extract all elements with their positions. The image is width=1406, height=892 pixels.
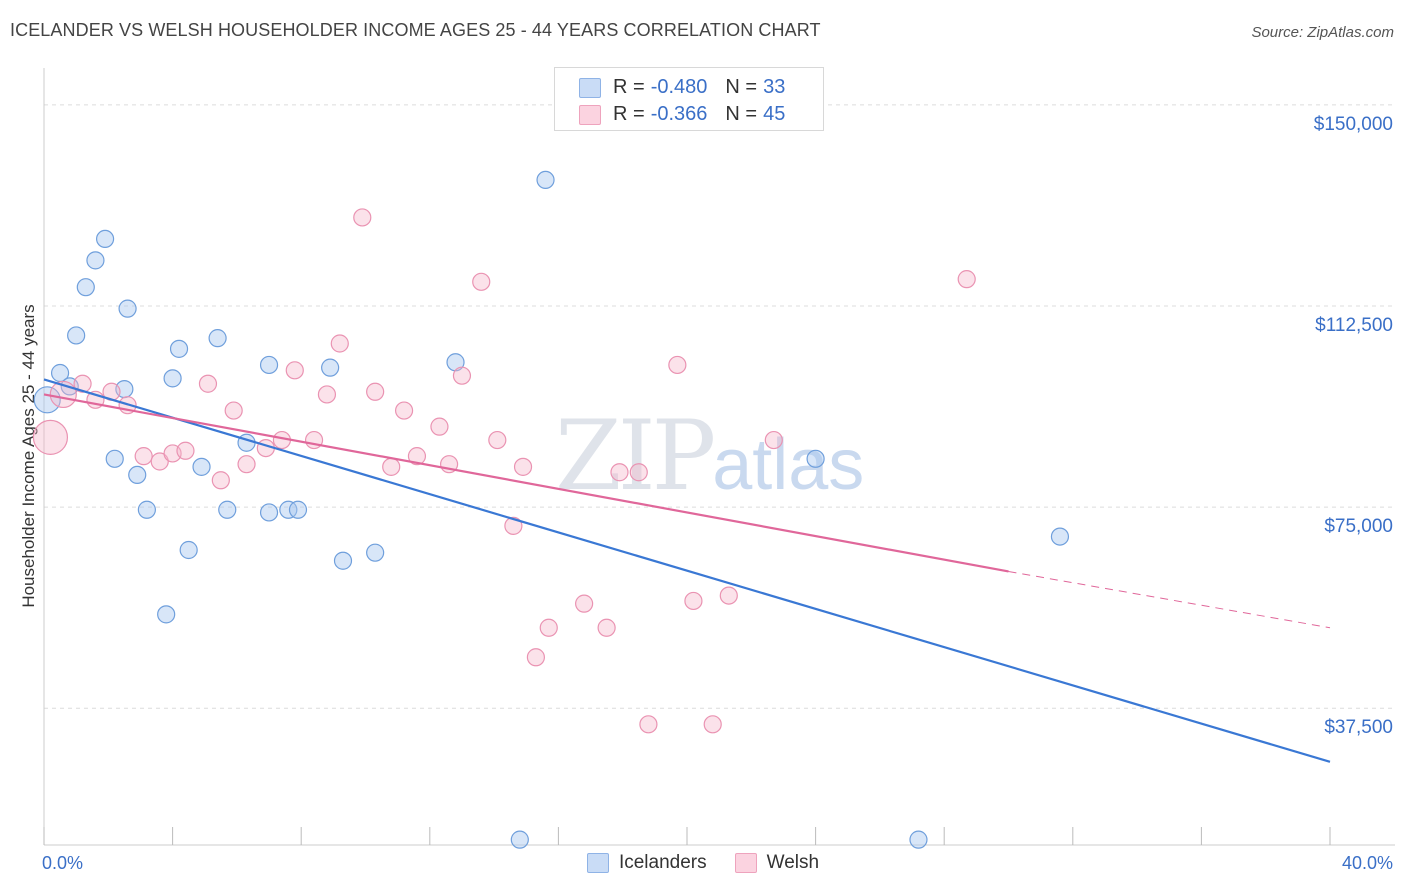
watermark-atlas: atlas bbox=[712, 425, 865, 505]
point-icelanders bbox=[510, 830, 529, 849]
point-welsh bbox=[639, 715, 658, 734]
point-welsh bbox=[394, 401, 414, 420]
point-welsh bbox=[211, 471, 230, 490]
point-welsh bbox=[382, 457, 401, 476]
chart-title: ICELANDER VS WELSH HOUSEHOLDER INCOME AG… bbox=[10, 20, 821, 40]
point-icelanders bbox=[366, 543, 385, 562]
point-welsh bbox=[703, 715, 722, 734]
legend-swatch-welsh bbox=[579, 104, 601, 125]
legend-row-icelanders: R = -0.480 N = 33 bbox=[579, 76, 785, 99]
point-welsh bbox=[575, 594, 594, 613]
x-tick-label-start: 0.0% bbox=[42, 853, 83, 873]
point-welsh bbox=[504, 516, 523, 535]
y-tick-label: $75,000 bbox=[1324, 516, 1393, 537]
bottom-legend-icelanders: Icelanders bbox=[586, 852, 707, 874]
point-icelanders bbox=[536, 170, 555, 190]
point-icelanders bbox=[86, 251, 105, 270]
point-icelanders bbox=[157, 605, 176, 624]
point-welsh bbox=[526, 648, 545, 667]
point-icelanders bbox=[128, 465, 147, 485]
point-icelanders bbox=[163, 369, 182, 388]
point-icelanders bbox=[259, 355, 279, 375]
bottom-legend-label-welsh: Welsh bbox=[766, 852, 820, 873]
point-icelanders bbox=[909, 830, 928, 849]
y-tick-label: $112,500 bbox=[1315, 315, 1393, 336]
point-icelanders bbox=[288, 500, 308, 519]
point-welsh bbox=[539, 618, 558, 637]
point-icelanders bbox=[67, 326, 86, 345]
point-welsh bbox=[285, 361, 304, 380]
legend-n-value: 45 bbox=[763, 103, 786, 125]
point-welsh bbox=[488, 430, 507, 450]
point-welsh bbox=[513, 457, 533, 476]
legend-r-label: R = bbox=[613, 76, 645, 98]
point-welsh bbox=[684, 591, 703, 611]
point-icelanders bbox=[1050, 527, 1070, 546]
point-icelanders bbox=[208, 329, 227, 348]
point-welsh bbox=[353, 208, 372, 227]
point-welsh bbox=[629, 463, 648, 482]
source-label: Source: ZipAtlas.com bbox=[1251, 24, 1394, 41]
trend-line-welsh-extrapolated bbox=[1008, 570, 1331, 629]
point-welsh bbox=[198, 374, 218, 393]
legend-n-value: 33 bbox=[763, 76, 786, 98]
trend-line-welsh bbox=[43, 393, 1009, 573]
point-icelanders bbox=[169, 339, 189, 358]
x-tick-label-end: 40.0% bbox=[1342, 853, 1393, 873]
point-icelanders bbox=[95, 229, 115, 249]
point-icelanders bbox=[321, 358, 340, 377]
bottom-legend-label-icelanders: Icelanders bbox=[618, 852, 707, 873]
point-icelanders bbox=[118, 299, 137, 318]
point-welsh bbox=[176, 441, 195, 460]
legend-r-value: -0.366 bbox=[650, 103, 708, 125]
legend-r-label: R = bbox=[613, 103, 645, 125]
point-welsh bbox=[597, 618, 616, 637]
legend-r-value: -0.480 bbox=[650, 76, 708, 98]
point-welsh bbox=[317, 385, 337, 404]
bottom-legend: Icelanders Welsh bbox=[0, 852, 1406, 874]
point-icelanders bbox=[105, 449, 124, 468]
point-welsh bbox=[134, 447, 153, 466]
point-icelanders bbox=[259, 503, 279, 522]
point-icelanders bbox=[179, 540, 198, 560]
point-welsh bbox=[330, 334, 349, 353]
point-icelanders bbox=[137, 500, 156, 519]
point-welsh bbox=[366, 382, 385, 401]
point-welsh bbox=[407, 447, 427, 466]
point-welsh bbox=[452, 366, 472, 385]
point-welsh bbox=[472, 272, 491, 291]
point-welsh bbox=[764, 430, 783, 450]
point-welsh bbox=[32, 419, 69, 455]
point-welsh bbox=[73, 374, 92, 393]
point-welsh bbox=[150, 452, 169, 471]
point-welsh bbox=[224, 401, 243, 420]
point-icelanders bbox=[76, 278, 95, 297]
point-icelanders bbox=[192, 457, 211, 476]
legend-n-label: N = bbox=[725, 103, 758, 125]
point-icelanders bbox=[279, 500, 298, 519]
legend-row-welsh: R = -0.366 N = 45 bbox=[579, 103, 785, 126]
bottom-legend-welsh: Welsh bbox=[734, 852, 820, 874]
point-welsh bbox=[719, 586, 738, 605]
point-welsh bbox=[957, 270, 976, 289]
point-welsh bbox=[668, 355, 687, 375]
y-tick-label: $150,000 bbox=[1314, 114, 1393, 135]
point-icelanders bbox=[33, 386, 61, 414]
point-icelanders bbox=[333, 551, 353, 570]
point-icelanders bbox=[806, 449, 825, 468]
bottom-legend-swatch-icelanders bbox=[586, 853, 609, 873]
point-welsh bbox=[430, 417, 449, 436]
point-welsh bbox=[237, 455, 256, 474]
point-welsh bbox=[610, 463, 629, 482]
y-tick-label: $37,500 bbox=[1324, 717, 1393, 738]
legend: R = -0.480 N = 33 R = -0.366 N = 45 bbox=[554, 67, 824, 131]
legend-n-label: N = bbox=[725, 76, 758, 98]
legend-swatch-icelanders bbox=[579, 77, 601, 98]
bottom-legend-swatch-welsh bbox=[734, 853, 757, 873]
trend-line-icelanders bbox=[43, 378, 1331, 763]
point-icelanders bbox=[218, 500, 237, 519]
